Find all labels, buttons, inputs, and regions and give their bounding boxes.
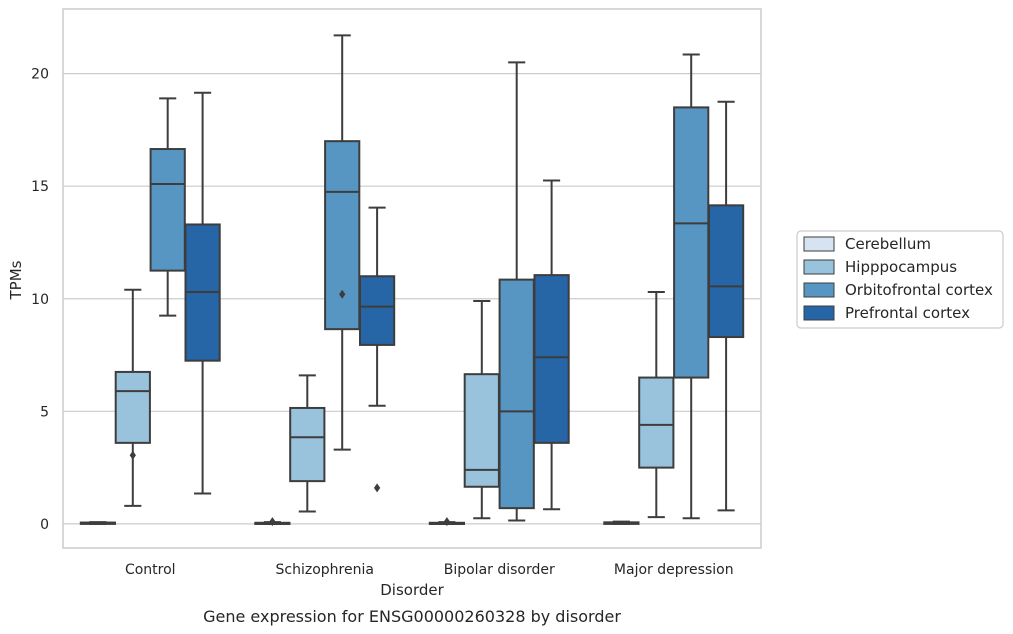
iqr-box	[707, 204, 745, 339]
legend-label: Hipppocampus	[845, 258, 957, 276]
box-prefrontal-cortex	[533, 179, 570, 511]
y-tick-label: 20	[31, 67, 49, 83]
iqr-box	[114, 370, 151, 444]
box-hipppocampus	[463, 300, 500, 520]
box-prefrontal-cortex	[184, 91, 221, 495]
legend-swatch	[803, 305, 835, 321]
outlier-point	[129, 450, 136, 460]
iqr-box	[533, 274, 570, 444]
outlier-point	[373, 483, 381, 493]
box-groups	[79, 34, 745, 527]
iqr-box	[638, 376, 675, 469]
box-orbitofrontal-cortex	[324, 34, 361, 451]
x-tick-label: Bipolar disorder	[444, 562, 555, 578]
outlier-point	[339, 289, 346, 299]
y-axis-title: TPMs	[7, 260, 25, 300]
y-tick-label: 10	[31, 292, 49, 308]
legend-label: Orbitofrontal cortex	[845, 281, 993, 299]
box-hipppocampus	[114, 288, 151, 507]
box-cerebellum	[603, 520, 640, 525]
y-tick-label: 0	[40, 517, 49, 533]
outlier-point	[443, 517, 451, 527]
iqr-box	[324, 140, 361, 331]
box-cerebellum	[254, 517, 291, 527]
box-orbitofrontal-cortex	[673, 53, 710, 520]
iqr-box	[673, 106, 710, 379]
x-tick-label: Schizophrenia	[276, 562, 374, 578]
chart-caption: Gene expression for ENSG00000260328 by d…	[203, 607, 621, 626]
box-hipppocampus	[638, 291, 675, 519]
y-tick-label: 5	[40, 404, 49, 420]
iqr-box	[358, 275, 396, 346]
plot-frame	[62, 8, 762, 549]
box-prefrontal-cortex	[707, 100, 745, 512]
iqr-box	[149, 148, 186, 272]
legend-label: Cerebellum	[845, 235, 931, 253]
y-tick-label: 15	[31, 179, 49, 195]
outlier-point	[269, 517, 276, 527]
box-cerebellum	[79, 521, 117, 525]
iqr-box	[289, 406, 326, 483]
box-orbitofrontal-cortex	[149, 97, 186, 317]
legend-frame	[796, 230, 1004, 329]
x-tick-label: Major depression	[614, 562, 734, 578]
axes: 0 5 10 15 20 Control Schizophrenia Bipolar diso…	[31, 8, 762, 578]
legend: Cerebellum Hipppocampus Orbitofrontal cort…	[796, 230, 1004, 329]
legend-swatch	[803, 259, 835, 275]
legend-swatch	[803, 282, 835, 298]
x-tick-label: Control	[125, 562, 176, 578]
box-prefrontal-cortex	[358, 206, 396, 493]
iqr-box	[463, 373, 500, 488]
iqr-box	[498, 278, 535, 510]
box-cerebellum	[428, 517, 466, 527]
box-hipppocampus	[289, 374, 326, 513]
legend-swatch	[803, 236, 835, 252]
x-axis-title: Disorder	[380, 581, 444, 599]
legend-label: Prefrontal cortex	[845, 304, 970, 322]
box-orbitofrontal-cortex	[498, 61, 535, 522]
